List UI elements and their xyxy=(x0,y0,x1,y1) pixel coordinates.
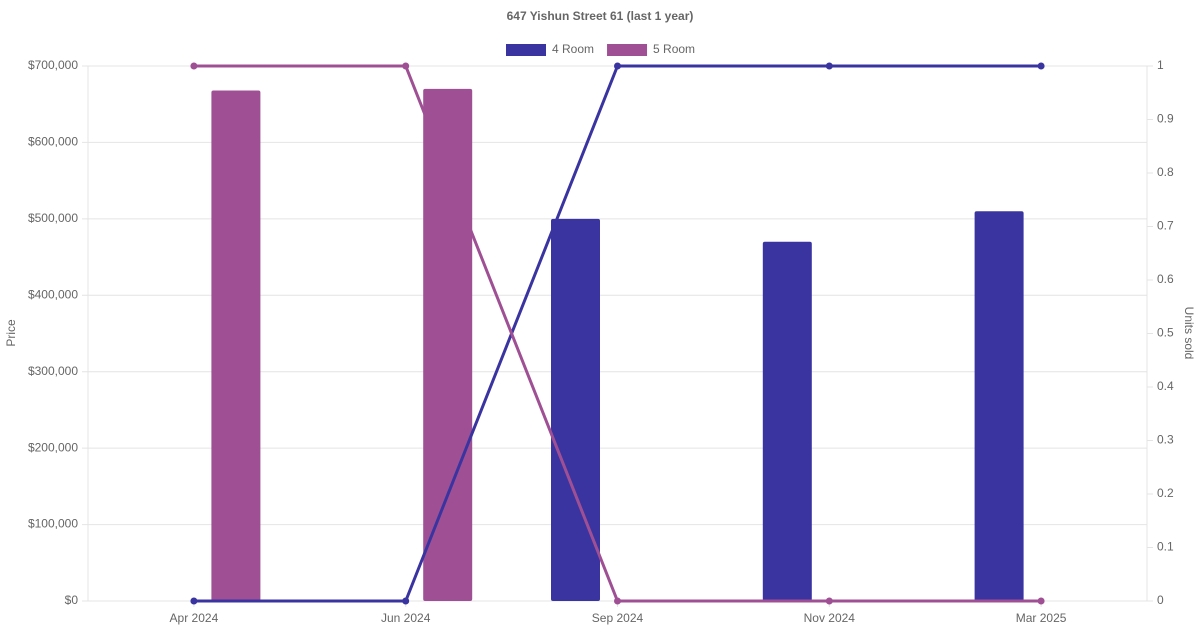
y2-tick-label: 0.1 xyxy=(1157,540,1174,554)
legend-label: 5 Room xyxy=(653,42,695,56)
legend-swatch xyxy=(607,44,648,56)
y2-tick-label: 0.6 xyxy=(1157,272,1174,286)
chart-title: 647 Yishun Street 61 (last 1 year) xyxy=(507,9,694,23)
point xyxy=(825,62,833,70)
y-axis-label: Price xyxy=(4,319,18,347)
y-tick-label: $700,000 xyxy=(28,58,78,72)
y-tick-label: $100,000 xyxy=(28,517,78,531)
y2-tick-label: 0.7 xyxy=(1157,219,1174,233)
y2-tick-label: 0.9 xyxy=(1157,112,1174,126)
bar xyxy=(423,88,473,601)
y2-tick-label: 0.3 xyxy=(1157,433,1174,447)
y2-tick-label: 0.8 xyxy=(1157,165,1174,179)
legend-swatch xyxy=(506,44,546,56)
y2-tick-label: 0.2 xyxy=(1157,486,1174,500)
bar xyxy=(762,241,812,602)
bar xyxy=(974,211,1024,601)
point xyxy=(1037,62,1045,70)
bar xyxy=(211,90,261,601)
point xyxy=(402,597,410,605)
point xyxy=(614,62,621,70)
y-tick-label: $200,000 xyxy=(28,440,78,454)
x-tick-label: Mar 2025 xyxy=(1016,611,1067,625)
y2-tick-label: 0 xyxy=(1157,593,1164,607)
y-tick-label: $600,000 xyxy=(28,135,78,149)
y2-tick-label: 1 xyxy=(1157,58,1164,72)
point xyxy=(190,62,198,70)
y-tick-label: $500,000 xyxy=(28,211,78,225)
y2-tick-label: 0.4 xyxy=(1157,379,1174,393)
y-tick-label: $300,000 xyxy=(28,364,78,378)
point xyxy=(402,62,410,70)
y2-axis-label: Units sold xyxy=(1182,307,1196,360)
line xyxy=(193,64,1042,603)
point xyxy=(1037,597,1045,605)
y-tick-label: $0 xyxy=(65,593,79,607)
x-tick-label: Apr 2024 xyxy=(170,611,219,625)
x-tick-label: Sep 2024 xyxy=(592,611,644,625)
legend-label: 4 Room xyxy=(552,42,594,56)
line xyxy=(193,64,1042,603)
point xyxy=(825,597,833,605)
point xyxy=(614,597,621,605)
x-tick-label: Jun 2024 xyxy=(381,611,431,625)
bar xyxy=(551,218,600,601)
y-tick-label: $400,000 xyxy=(28,287,78,301)
x-tick-label: Nov 2024 xyxy=(804,611,856,625)
y2-tick-label: 0.5 xyxy=(1157,326,1174,340)
point xyxy=(190,597,198,605)
